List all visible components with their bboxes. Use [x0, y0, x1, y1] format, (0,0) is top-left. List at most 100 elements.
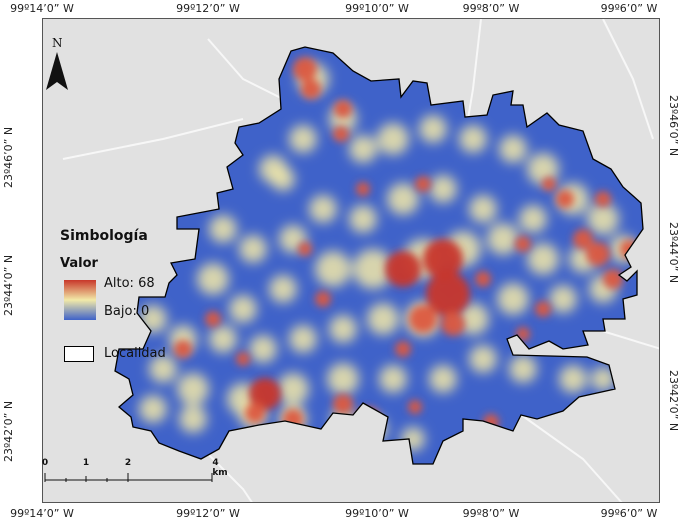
heat-warm-spot [277, 373, 309, 405]
heat-hot-spot [586, 242, 610, 266]
legend-boundary-swatch [64, 346, 94, 362]
top-coord-label: 99º6’0” W [600, 2, 658, 15]
heat-hot-spot [293, 57, 317, 81]
heat-warm-spot [177, 373, 209, 405]
heat-hot-spot [333, 126, 349, 142]
heat-hot-spot [409, 305, 437, 333]
heat-warm-spot [469, 195, 497, 223]
heat-warm-spot [497, 283, 529, 315]
heat-hot-spot [408, 400, 422, 414]
heat-warm-spot [509, 355, 537, 383]
heat-hot-spot [236, 352, 250, 366]
heat-warm-spot [139, 395, 167, 423]
top-coord-label: 99º14’0” W [10, 2, 74, 15]
heat-warm-spot [527, 243, 559, 275]
top-coord-label: 99º10’0” W [345, 2, 409, 15]
heat-warm-spot [469, 345, 497, 373]
heat-hot-spot [426, 272, 470, 316]
top-coord-label: 99º8’0” W [462, 2, 520, 15]
heatmap-svg [62, 19, 659, 502]
heat-hot-spot [515, 236, 531, 252]
scale-tick-label: 1 [82, 458, 90, 468]
heat-hot-spot [573, 229, 593, 249]
heat-warm-spot [353, 249, 393, 289]
scale-bar: 0 1 2 4 km [42, 458, 232, 488]
scale-tick-label: 4 km [212, 458, 228, 478]
legend-low-label: Bajo: 0 [104, 304, 150, 319]
heat-hot-spot [174, 340, 192, 358]
scale-tick-label: 0 [41, 458, 49, 468]
heat-warm-spot [519, 205, 547, 233]
heat-warm-spot [269, 275, 297, 303]
legend-boundary-label: Localidad [104, 346, 166, 361]
right-coord-label: 23º44’0” N [667, 222, 680, 284]
heat-hot-spot [475, 271, 491, 287]
bottom-coord-label: 99º14’0” W [10, 507, 74, 520]
legend-variable: Valor [60, 256, 98, 271]
bottom-coord-label: 99º12’0” W [176, 507, 240, 520]
heat-warm-spot [587, 203, 619, 235]
heat-warm-spot [179, 405, 207, 433]
heat-warm-spot [197, 263, 229, 295]
legend-color-ramp [64, 280, 96, 320]
left-coord-label: 23º42’0” N [2, 400, 15, 462]
heat-warm-spot [591, 367, 615, 391]
heat-warm-spot [271, 167, 295, 191]
legend-title: Simbología [60, 228, 148, 244]
bottom-coord-label: 99º6’0” W [600, 507, 658, 520]
heat-warm-spot [349, 135, 377, 163]
heat-warm-spot [457, 303, 489, 335]
heat-hot-spot [535, 301, 551, 317]
heat-hot-spot [595, 191, 611, 207]
heat-hot-spot [516, 327, 530, 341]
heat-hot-spot [542, 177, 556, 191]
legend-high-label: Alto: 68 [104, 276, 155, 291]
heat-hot-spot [415, 176, 431, 192]
heat-hot-spot [334, 100, 352, 118]
heat-warm-spot [419, 115, 447, 143]
heat-hot-spot [333, 394, 353, 414]
heat-warm-spot [289, 125, 317, 153]
heat-warm-spot [549, 285, 577, 313]
heat-hot-spot [603, 269, 623, 289]
heat-hot-spot [283, 409, 303, 429]
heat-warm-spot [429, 365, 457, 393]
heat-warm-spot [367, 303, 399, 335]
heat-warm-spot [387, 183, 419, 215]
heat-hot-spot [423, 239, 463, 279]
heat-hot-spot [385, 251, 421, 287]
heat-warm-spot [329, 315, 357, 343]
heat-hot-spot [395, 341, 411, 357]
heat-warm-spot [379, 365, 407, 393]
heat-hot-spot [285, 431, 301, 447]
heat-warm-spot [149, 355, 177, 383]
heat-warm-spot [349, 205, 377, 233]
heat-warm-spot [327, 363, 359, 395]
map-frame [42, 18, 660, 503]
heat-warm-spot [239, 235, 267, 263]
left-coord-label: 23º46’0” N [2, 126, 15, 188]
heat-hot-spot [441, 312, 465, 336]
heat-warm-spot [527, 153, 559, 185]
heat-hot-spot [356, 182, 370, 196]
north-arrow: N [44, 36, 70, 94]
right-coord-label: 23º42’0” N [667, 370, 680, 432]
heat-hot-spot [245, 403, 265, 423]
bottom-coord-label: 99º8’0” W [462, 507, 520, 520]
heat-warm-spot [289, 325, 317, 353]
top-coord-label: 99º12’0” W [176, 2, 240, 15]
heat-warm-spot [315, 251, 351, 287]
heat-hot-spot [298, 242, 312, 256]
heat-warm-spot [309, 195, 337, 223]
right-coord-label: 23º46’0” N [667, 95, 680, 157]
heat-warm-spot [459, 125, 487, 153]
heat-warm-spot [429, 175, 457, 203]
heat-hot-spot [315, 291, 331, 307]
legend: Simbología Valor Alto: 68 Bajo: 0 Locali… [60, 228, 210, 362]
north-arrow-icon [46, 52, 68, 90]
heat-warm-spot [377, 123, 409, 155]
heat-warm-spot [209, 325, 237, 353]
heat-warm-spot [487, 223, 519, 255]
heat-hot-spot [556, 190, 574, 208]
heat-warm-spot [559, 365, 587, 393]
